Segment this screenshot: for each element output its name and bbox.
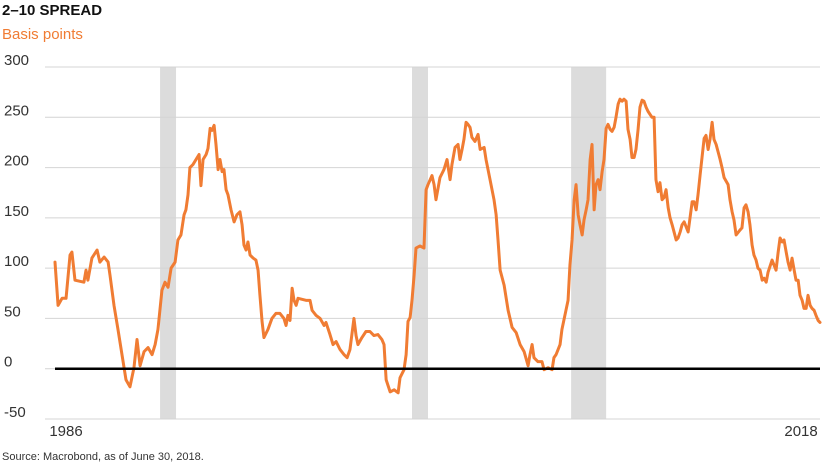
shaded-range bbox=[571, 67, 607, 419]
x-tick-label: 1986 bbox=[49, 423, 82, 440]
y-tick-label: 0 bbox=[4, 354, 12, 371]
y-tick-label: 300 bbox=[4, 52, 29, 69]
shaded-range bbox=[412, 67, 428, 419]
x-tick-label: 2018 bbox=[784, 423, 817, 440]
chart-subtitle: Basis points bbox=[2, 26, 83, 43]
y-tick-label: 150 bbox=[4, 203, 29, 220]
y-tick-label: 50 bbox=[4, 303, 21, 320]
y-tick-label: 100 bbox=[4, 253, 29, 270]
shaded-range bbox=[160, 67, 177, 419]
y-tick-label: 250 bbox=[4, 102, 29, 119]
y-tick-label: 200 bbox=[4, 153, 29, 170]
spread-line bbox=[53, 97, 822, 395]
chart-title: 2–10 SPREAD bbox=[2, 2, 102, 19]
source-note: Source: Macrobond, as of June 30, 2018. bbox=[2, 451, 204, 463]
y-tick-label: -50 bbox=[4, 404, 26, 421]
